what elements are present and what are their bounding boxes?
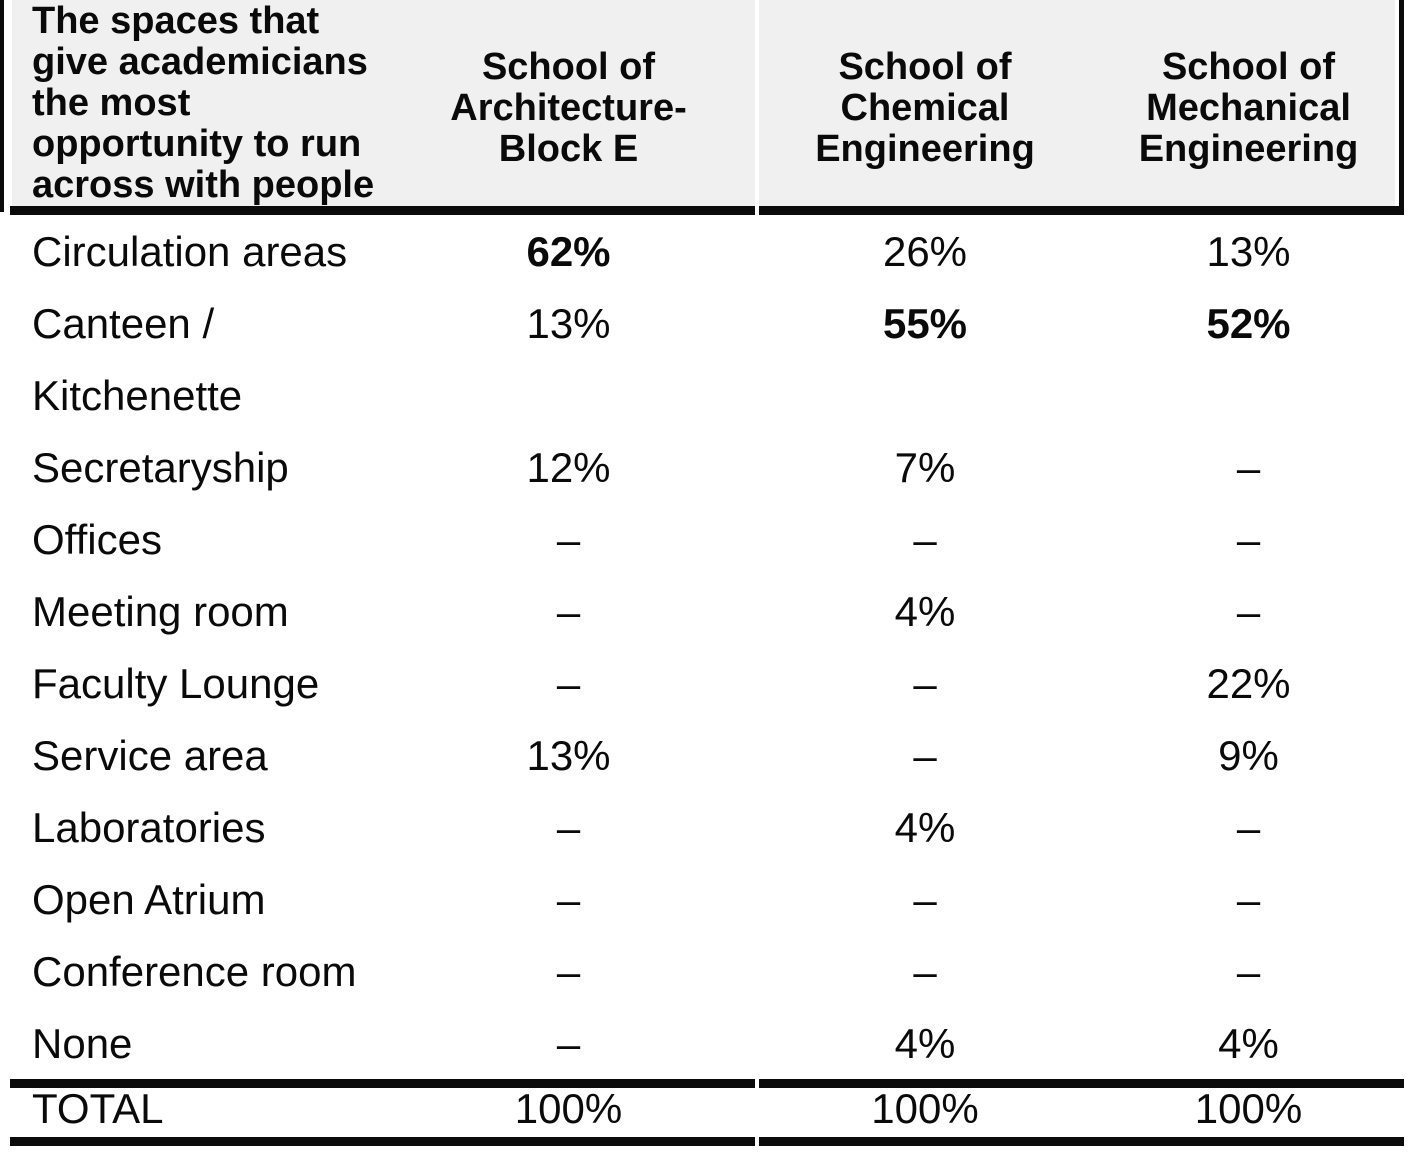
header-col-chemical: School of Chemical Engineering [815,45,1035,170]
value-cell-chemical: 7% [894,444,956,491]
table-row: Meeting room – 4% – [10,576,1404,648]
value-cell-chemical: – [913,876,937,923]
row-label-cell: Conference room [32,948,357,995]
value-cell-chemical [757,360,1093,432]
table-body: Circulation areas 62% 26% 13% Canteen / … [10,216,1404,1080]
header-left-border-line [0,0,4,212]
value-cell-chemical: 4% [894,804,956,851]
value-cell-chemical: 4% [894,588,956,635]
value-cell-architecture: – [556,876,581,923]
value-cell-architecture: 62% [526,228,611,275]
table-row: Secretaryship 12% 7% – [10,432,1404,504]
value-cell-mechanical: 9% [1218,732,1279,779]
value-cell-chemical: 4% [894,1020,956,1067]
value-cell-chemical: 55% [882,300,968,347]
row-label-cell: Open Atrium [32,876,266,923]
value-cell-mechanical: 52% [1206,300,1291,347]
value-cell-mechanical: 4% [1218,1020,1279,1067]
value-cell-architecture: – [556,516,581,563]
table-row: Circulation areas 62% 26% 13% [10,216,1404,288]
table-row: Open Atrium – – – [10,864,1404,936]
results-table: The spaces that give academicians the mo… [10,0,1404,1138]
row-label-cell: Service area [32,732,268,779]
value-cell-mechanical: 13% [1206,228,1291,275]
value-cell-mechanical: – [1236,444,1261,491]
row-label-cell: Faculty Lounge [32,660,320,707]
header-right-border-line [1399,0,1404,212]
value-cell-architecture: – [556,948,581,995]
value-cell-mechanical: – [1236,516,1261,563]
value-cell-mechanical: 22% [1206,660,1291,707]
value-cell-architecture [380,360,757,432]
column-group-divider [755,0,759,1146]
table-total-row: TOTAL 100% 100% 100% [10,1080,1404,1138]
value-cell-chemical: – [913,948,937,995]
total-top-rule [10,1079,1404,1088]
row-label-cell: Canteen / [32,300,215,347]
value-cell-chemical: – [913,732,937,779]
header-col-mechanical: School of Mechanical Engineering [1138,45,1359,170]
value-cell-architecture: – [556,804,581,851]
total-value-chemical: 100% [871,1085,979,1132]
value-cell-mechanical: – [1236,948,1261,995]
value-cell-mechanical: – [1236,804,1261,851]
total-label: TOTAL [32,1085,164,1132]
header-row-label: The spaces that give academicians the mo… [32,0,375,206]
table-row: Faculty Lounge – – 22% [10,648,1404,720]
value-cell-chemical: – [913,660,937,707]
row-label-cell: Secretaryship [32,444,289,491]
table-row: Offices – – – [10,504,1404,576]
row-label-cell: Circulation areas [32,228,348,275]
value-cell-mechanical: – [1236,876,1261,923]
table-row: Conference room – – – [10,936,1404,1008]
table-row: Kitchenette [10,360,1404,432]
value-cell-architecture: – [556,660,581,707]
row-label-cell: Kitchenette [32,372,243,419]
total-bottom-rule [10,1137,1404,1146]
table-header-background [12,0,1395,206]
value-cell-chemical: – [913,516,937,563]
value-cell-mechanical: – [1236,588,1261,635]
value-cell-architecture: 13% [526,732,611,779]
table-row: Service area 13% – 9% [10,720,1404,792]
table-row: Laboratories – 4% – [10,792,1404,864]
value-cell-mechanical [1093,360,1404,432]
value-cell-architecture: 12% [526,444,611,491]
total-value-architecture: 100% [514,1085,623,1132]
total-value-mechanical: 100% [1194,1085,1303,1132]
row-label-cell: Meeting room [32,588,289,635]
header-bottom-rule [10,206,1404,215]
value-cell-architecture: – [556,1020,581,1067]
value-cell-chemical: 26% [882,228,968,275]
table-row: None – 4% 4% [10,1008,1404,1080]
value-cell-architecture: – [556,588,581,635]
row-label-cell: Offices [32,516,162,563]
header-col-architecture: School of Architecture- Block E [450,45,687,170]
table-header-row: The spaces that give academicians the mo… [10,0,1404,216]
table-row: Canteen / 13% 55% 52% [10,288,1404,360]
value-cell-architecture: 13% [526,300,611,347]
row-label-cell: Laboratories [32,804,266,851]
row-label-cell: None [32,1020,133,1067]
